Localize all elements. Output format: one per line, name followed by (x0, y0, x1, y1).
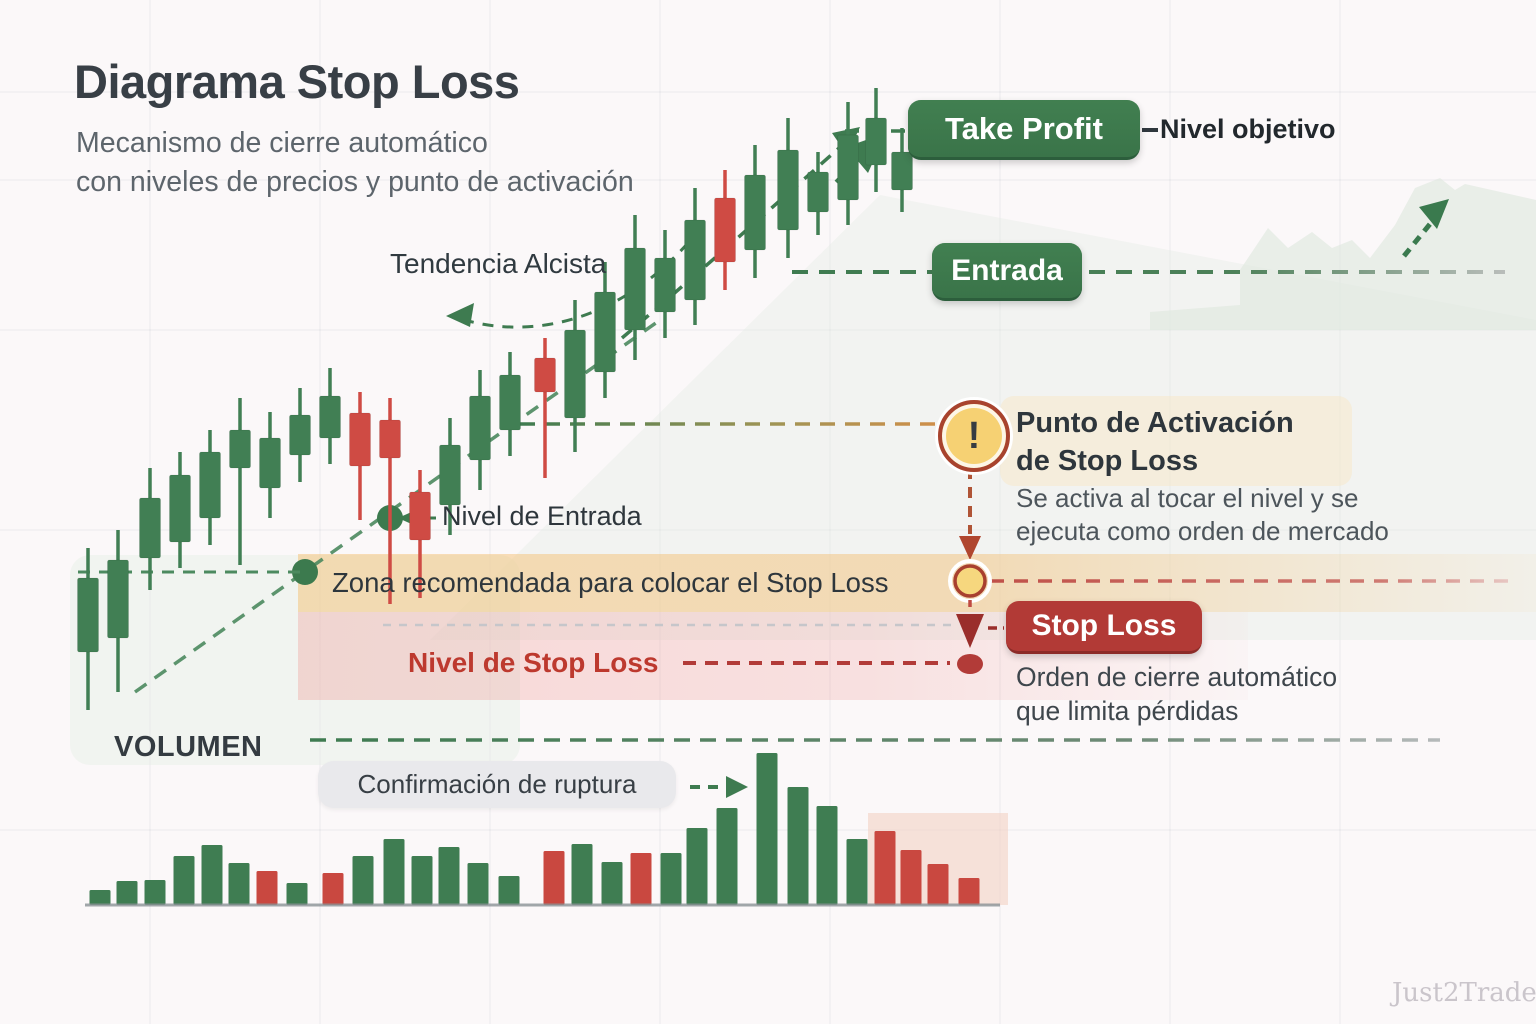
candle-body (654, 257, 676, 313)
stop-desc-line1: Orden de cierre automático (1016, 662, 1338, 692)
page-subtitle: Mecanismo de cierre automático con nivel… (76, 124, 634, 202)
volume-bar (144, 880, 166, 905)
level-lines (78, 129, 1512, 742)
candle-body (684, 219, 706, 301)
candle-body (837, 134, 859, 201)
trigger-desc-line2: ejecuta como orden de mercado (1016, 516, 1389, 546)
watermark: Just2Trade (1392, 978, 1536, 1008)
stop-level-dot (957, 654, 983, 674)
volume-bar (900, 850, 922, 905)
trend-label: Tendencia Alcista (390, 248, 607, 279)
stop-loss-badge: Stop Loss (1006, 601, 1202, 654)
volume-bar (438, 847, 460, 905)
stop-description: Orden de cierre automático que limita pé… (1016, 660, 1337, 728)
candle-body (777, 149, 799, 231)
volume-bar (716, 808, 738, 905)
candle-body (891, 151, 913, 191)
ascending-arrow (620, 138, 850, 340)
stop-zone-label: Zona recomendada para colocar el Stop Lo… (332, 567, 889, 598)
candle-body (744, 174, 766, 251)
subtitle-line2: con niveles de precios y punto de activa… (76, 166, 634, 198)
trigger-description: Se activa al tocar el nivel y se ejecuta… (1016, 482, 1389, 548)
volume-bar (927, 864, 949, 905)
candle-body (77, 577, 99, 653)
volume-bar (816, 806, 838, 905)
candle-body (319, 395, 341, 439)
volume-bar (286, 883, 308, 905)
candle-body (469, 395, 491, 461)
target-level-label: Nivel objetivo (1160, 114, 1336, 144)
candle-body (594, 291, 616, 373)
volume-bar (874, 831, 896, 905)
volume-bar (201, 845, 223, 905)
volume-bar (498, 876, 520, 905)
trigger-title-line2: de Stop Loss (1016, 445, 1199, 477)
stop-arrowhead-icon (956, 614, 984, 648)
volume-bar (846, 839, 868, 905)
trigger-title: Punto de Activación de Stop Loss (1016, 404, 1294, 480)
candle-body (229, 429, 251, 469)
volume-bar (958, 878, 980, 905)
trigger-text-glow (1000, 396, 1352, 486)
volume-series (89, 753, 980, 905)
volume-bar (630, 853, 652, 905)
stop-desc-line2: que limita pérdidas (1016, 696, 1239, 726)
volume-bar (756, 753, 778, 905)
candle-body (439, 444, 461, 506)
volume-bar (352, 856, 374, 905)
candle-body (289, 414, 311, 456)
trigger-desc-line1: Se activa al tocar el nivel y se (1016, 483, 1359, 513)
silhouette-arrow-icon (1419, 199, 1449, 229)
candle-body (107, 559, 129, 639)
volume-bar (543, 851, 565, 905)
trigger-arrowhead-icon (959, 536, 981, 560)
volume-bar (467, 863, 489, 905)
candle-body (499, 374, 521, 431)
volume-bar (383, 839, 405, 905)
candle-body (139, 497, 161, 559)
volume-bar (601, 862, 623, 905)
volume-bar (256, 871, 278, 905)
volume-bar (571, 844, 593, 905)
silhouette-arrow-shaft (1402, 222, 1432, 258)
stop-level-label: Nivel de Stop Loss (408, 647, 659, 678)
volume-bar (787, 787, 809, 905)
take-profit-badge: Take Profit (908, 100, 1140, 160)
entry-badge: Entrada (932, 243, 1082, 301)
candle-body (564, 329, 586, 419)
volume-bar (322, 873, 344, 905)
candle-body (169, 474, 191, 543)
candle-body (534, 357, 556, 393)
volume-bar (173, 856, 195, 905)
volume-section-label: VOLUMEN (114, 731, 263, 763)
candle-body (865, 117, 887, 166)
warning-icon: ! (938, 400, 1010, 472)
subtitle-line1: Mecanismo de cierre automático (76, 127, 488, 159)
volume-bar (686, 828, 708, 905)
trend-curve-arrowhead-icon (446, 303, 474, 327)
candle-body (349, 412, 371, 467)
candle-body (379, 419, 401, 459)
candle-body (259, 437, 281, 489)
breakout-confirmation-label: Confirmación de ruptura (318, 761, 676, 808)
volume-bar (116, 881, 138, 905)
volume-bar (228, 863, 250, 905)
volume-bar (660, 853, 682, 905)
candlestick-series (77, 88, 913, 710)
candle-body (714, 197, 736, 263)
trigger-ring-icon (953, 564, 987, 598)
stop-zone-band (298, 554, 1536, 612)
zone-marker-dot (292, 559, 318, 585)
candle-body (199, 451, 221, 519)
volume-bar (411, 856, 433, 905)
candle-body (807, 171, 829, 213)
breakout-label-arrowhead-icon (726, 776, 748, 798)
candle-body (409, 491, 431, 541)
volume-bar (89, 890, 111, 905)
candle-body (624, 247, 646, 331)
page-title: Diagrama Stop Loss (74, 55, 520, 108)
entry-level-label: Nivel de Entrada (442, 501, 642, 531)
trigger-title-line1: Punto de Activación (1016, 407, 1294, 439)
